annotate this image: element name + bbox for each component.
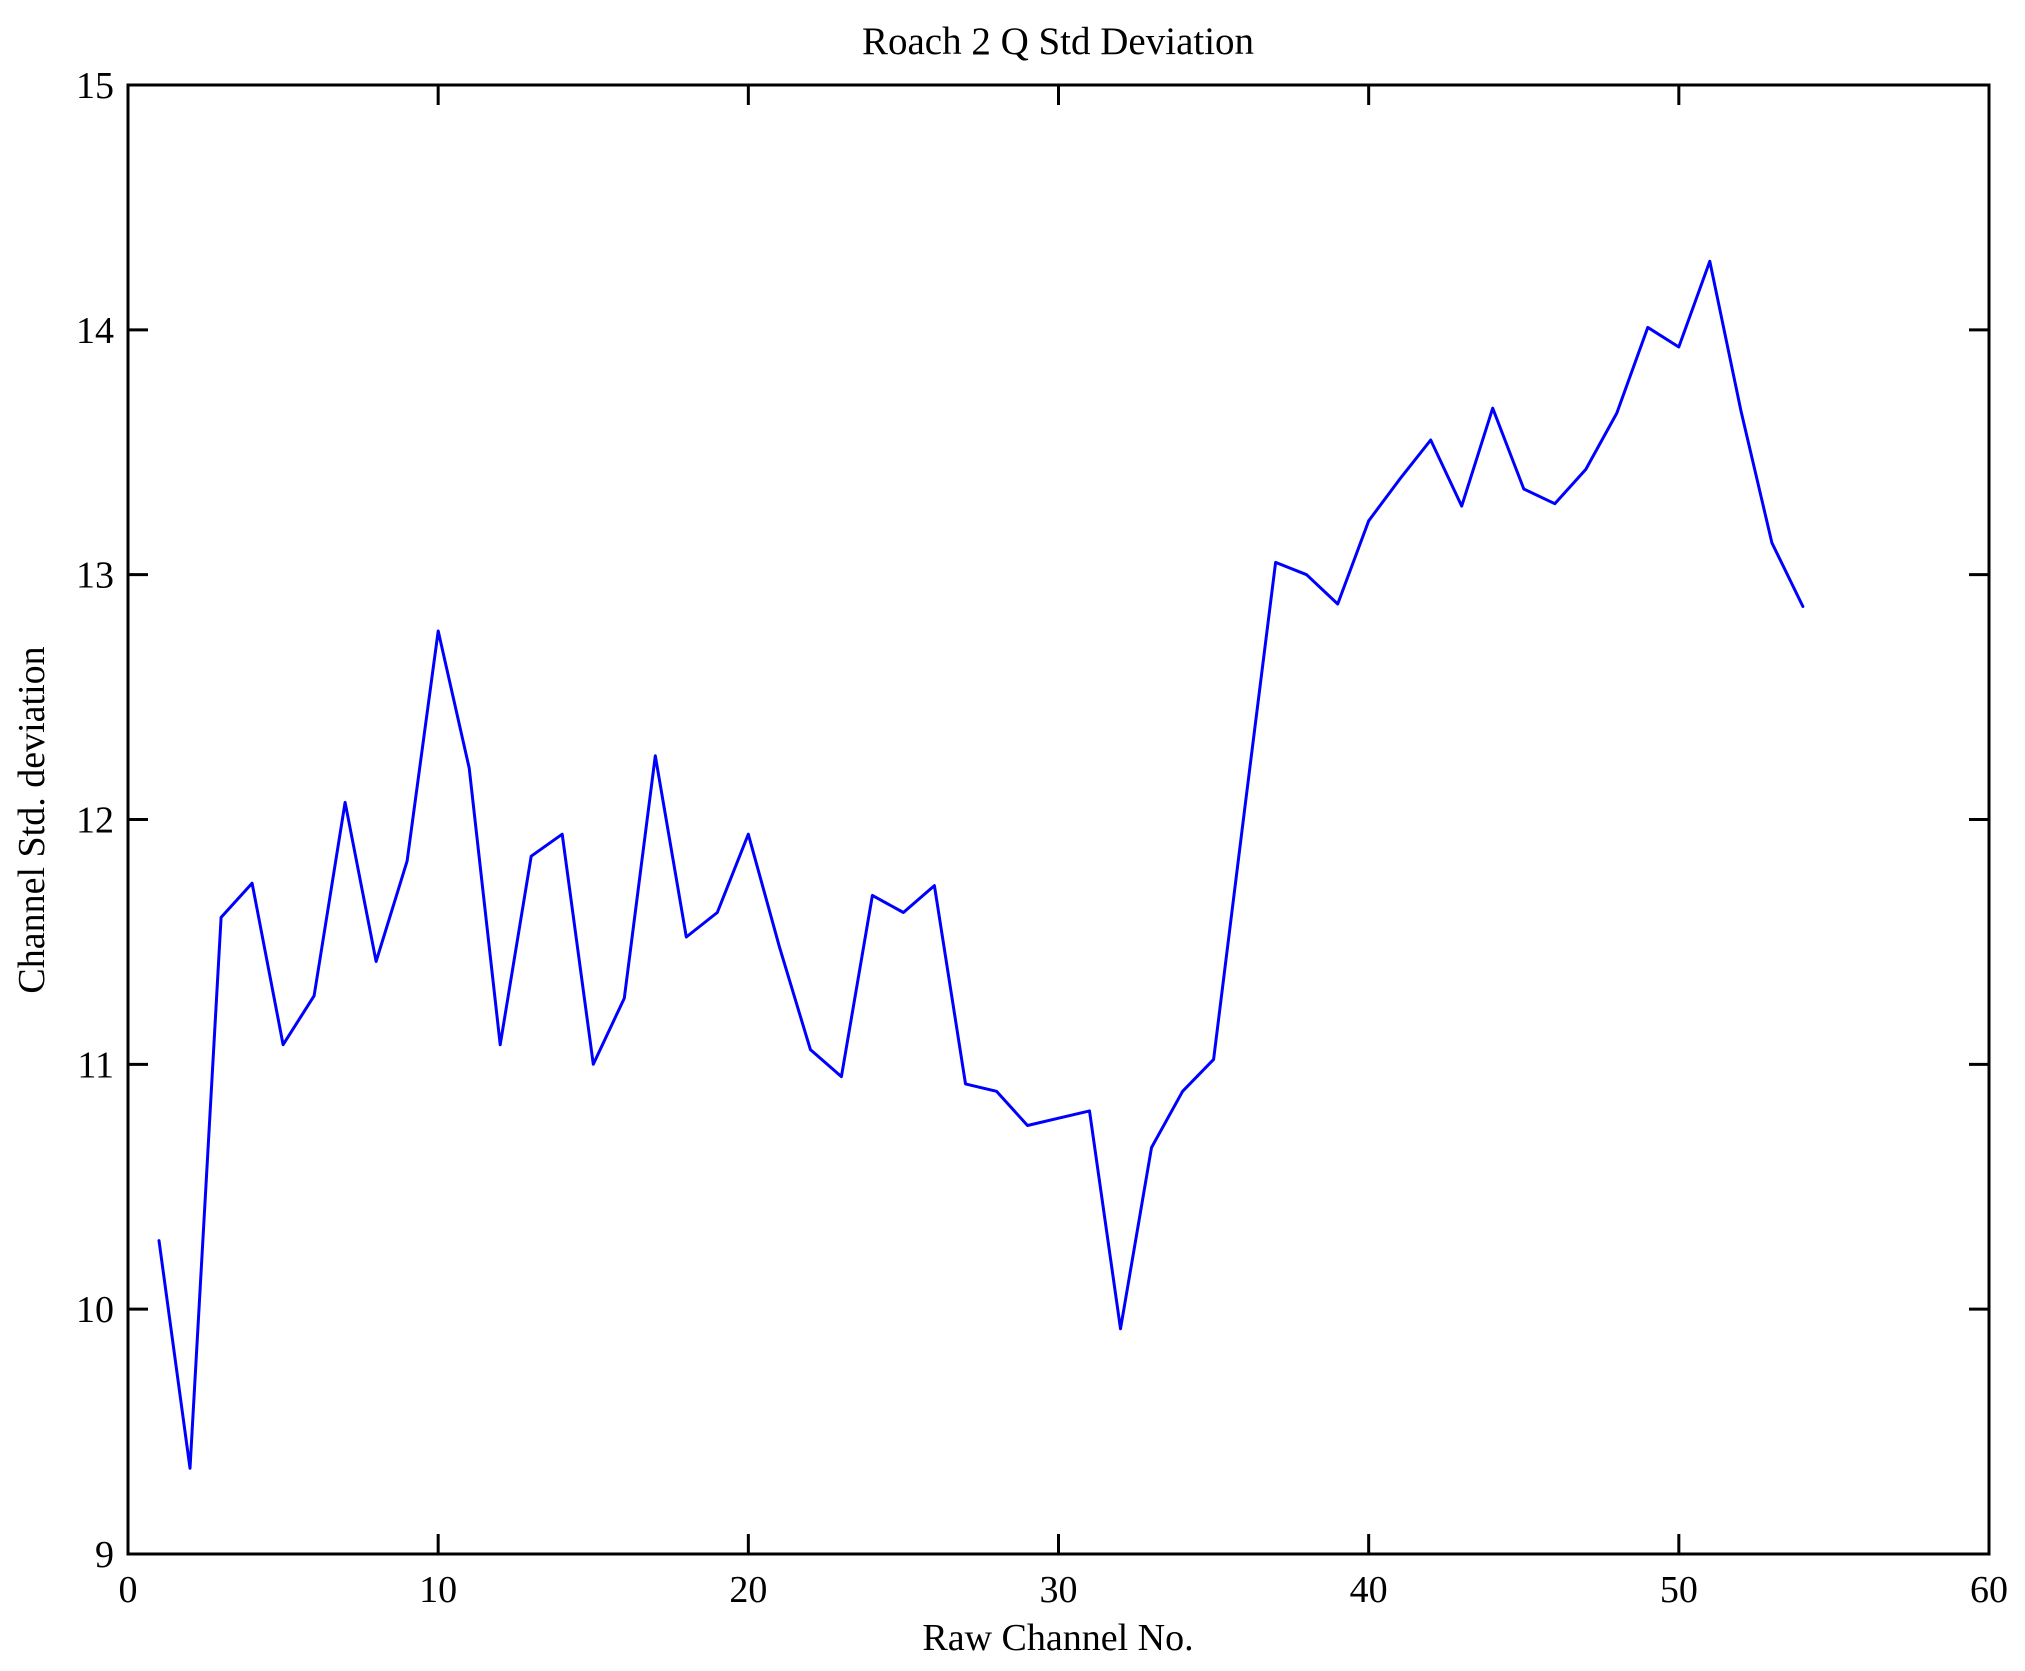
y-tick-label: 15 [76, 65, 114, 107]
chart-title: Roach 2 Q Std Deviation [862, 20, 1254, 63]
axes-box [126, 83, 1991, 1556]
y-axis-label: Channel Std. deviation [11, 646, 53, 993]
x-axis-label: Raw Channel No. [922, 1617, 1193, 1659]
y-tick-label: 9 [95, 1534, 114, 1576]
x-tick-label: 10 [419, 1569, 457, 1611]
y-tick-label: 10 [76, 1289, 114, 1331]
y-tick-label: 13 [76, 555, 114, 597]
data-series-line [157, 259, 1805, 1470]
y-tick-label: 12 [76, 800, 114, 842]
plot-area [128, 85, 1989, 1554]
axis-tick-labels: 0 10 20 30 40 50 60 9 10 11 12 13 14 15 [76, 65, 2008, 1611]
x-tick-label: 0 [119, 1569, 138, 1611]
x-tick-label: 30 [1040, 1569, 1078, 1611]
x-tick-label: 40 [1350, 1569, 1388, 1611]
x-tick-label: 20 [729, 1569, 767, 1611]
y-tick-label: 11 [77, 1044, 114, 1086]
y-tick-label: 14 [76, 310, 114, 352]
x-tick-label: 60 [1970, 1569, 2008, 1611]
x-tick-label: 50 [1660, 1569, 1698, 1611]
